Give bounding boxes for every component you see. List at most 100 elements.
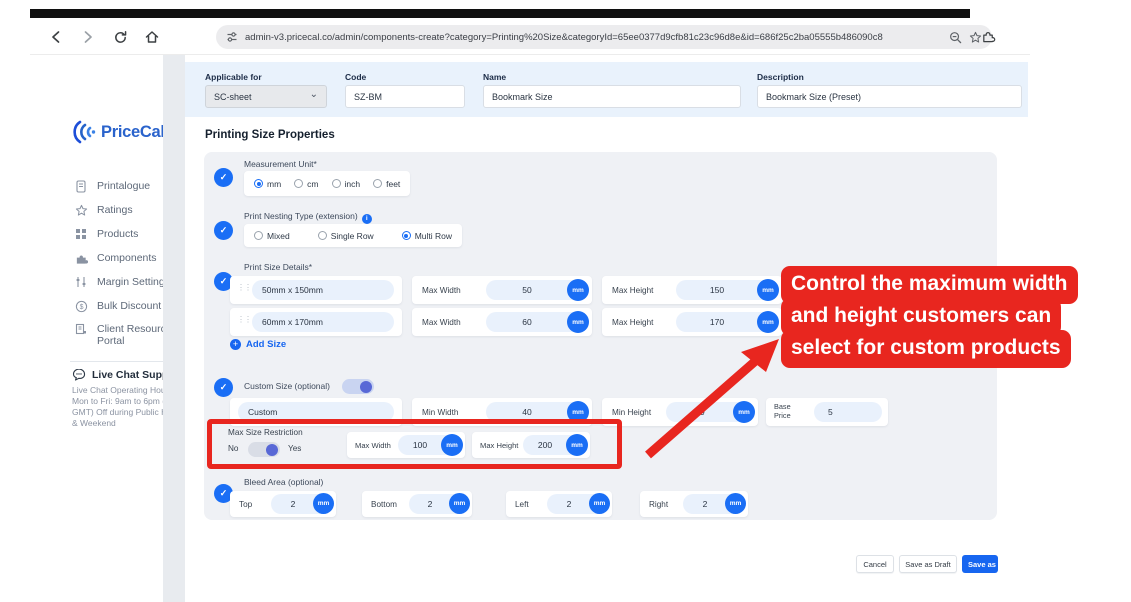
radio-single-row[interactable]: Single Row bbox=[317, 231, 374, 241]
base-price-card: Base Price 5 bbox=[766, 398, 888, 426]
max-width-label: Max Width bbox=[422, 318, 461, 327]
sidebar-item-label: Ratings bbox=[97, 204, 133, 216]
sidebar-item-bulk-discount[interactable]: $ Bulk Discount bbox=[74, 294, 188, 318]
name-label: Name bbox=[483, 72, 507, 82]
radio-feet[interactable]: feet bbox=[373, 179, 400, 189]
max-size-restriction-label: Max Size Restriction bbox=[228, 428, 303, 437]
max-width-input[interactable]: 60 bbox=[486, 312, 588, 332]
max-width-label: Max Width bbox=[355, 441, 391, 450]
grid-icon bbox=[74, 228, 88, 240]
restriction-max-width-card: Max Width 100 mm bbox=[347, 432, 465, 458]
radio-multi-row[interactable]: Multi Row bbox=[401, 231, 452, 241]
reload-button[interactable] bbox=[112, 29, 128, 45]
logo-text: PriceCal bbox=[101, 123, 165, 141]
live-chat-support: Live Chat Support Live Chat Operating Ho… bbox=[72, 369, 190, 429]
custom-name-input[interactable]: Custom bbox=[238, 402, 394, 422]
sidebar-item-printalogue[interactable]: Printalogue bbox=[74, 174, 188, 198]
unit-badge: mm bbox=[589, 493, 610, 514]
sidebar-item-client-resources[interactable]: Client Resources Portal bbox=[74, 318, 188, 349]
applicable-for-select[interactable]: SC-sheet ⌄ bbox=[205, 85, 327, 108]
nesting-type-group: Mixed Single Row Multi Row bbox=[244, 224, 462, 247]
min-width-input[interactable]: 40 bbox=[486, 402, 588, 422]
save-as-draft-button[interactable]: Save as Draft bbox=[899, 555, 957, 573]
live-chat-title-row[interactable]: Live Chat Support bbox=[72, 369, 190, 381]
extensions-button[interactable] bbox=[980, 28, 996, 44]
section-check-icon: ✓ bbox=[214, 221, 233, 240]
sidebar-divider bbox=[70, 361, 182, 362]
radio-dot-icon bbox=[331, 179, 341, 188]
live-chat-hours: Live Chat Operating Hours: Mon to Fri: 9… bbox=[72, 385, 190, 428]
url-bar[interactable]: admin-v3.pricecal.co/admin/components-cr… bbox=[216, 25, 992, 49]
min-width-card: Min Width 40 mm bbox=[412, 398, 592, 426]
pricecal-logo: PriceCal v3 bbox=[72, 119, 175, 145]
url-text: admin-v3.pricecal.co/admin/components-cr… bbox=[245, 31, 883, 43]
min-height-card: Min Height 89 mm bbox=[602, 398, 758, 426]
restriction-max-height-card: Max Height 200 mm bbox=[472, 432, 590, 458]
name-input[interactable]: Bookmark Size bbox=[483, 85, 741, 108]
drag-handle-icon[interactable]: ⋮⋮ bbox=[237, 315, 252, 324]
bleed-top-card: Top 2 mm bbox=[230, 491, 336, 517]
radio-dot-icon bbox=[254, 231, 263, 240]
max-height-label: Max Height bbox=[480, 441, 519, 450]
min-height-label: Min Height bbox=[612, 408, 652, 417]
radio-dot-icon bbox=[401, 231, 411, 240]
radio-dot-icon bbox=[254, 179, 263, 188]
description-label: Description bbox=[757, 72, 804, 82]
radio-cm[interactable]: cm bbox=[294, 179, 319, 189]
max-restriction-toggle[interactable] bbox=[248, 442, 280, 457]
drag-handle-icon[interactable]: ⋮⋮ bbox=[237, 283, 252, 292]
base-price-input[interactable]: 5 bbox=[814, 402, 882, 422]
scrollbar-gutter[interactable] bbox=[163, 55, 185, 602]
size-name-input[interactable]: 60mm x 170mm bbox=[252, 312, 394, 332]
measurement-unit-label: Measurement Unit* bbox=[244, 159, 317, 169]
size-name-card: ⋮⋮ 50mm x 150mm bbox=[230, 276, 402, 304]
size-name-card: ⋮⋮ 60mm x 170mm bbox=[230, 308, 402, 336]
bleed-top-label: Top bbox=[239, 500, 253, 509]
bleed-bottom-label: Bottom bbox=[371, 500, 397, 509]
description-input[interactable]: Bookmark Size (Preset) bbox=[757, 85, 1022, 108]
section-check-icon: ✓ bbox=[214, 378, 233, 397]
max-height-card: Max Height 170 mm bbox=[602, 308, 782, 336]
max-height-input[interactable]: 170 bbox=[676, 312, 778, 332]
max-height-label: Max Height bbox=[612, 286, 654, 295]
unit-badge: mm bbox=[757, 311, 779, 333]
max-width-input[interactable]: 50 bbox=[486, 280, 588, 300]
radio-mm[interactable]: mm bbox=[254, 179, 281, 189]
max-width-card: Max Width 50 mm bbox=[412, 276, 592, 304]
unit-badge: mm bbox=[567, 401, 589, 423]
chevron-down-icon: ⌄ bbox=[309, 89, 318, 100]
custom-size-toggle[interactable] bbox=[342, 379, 374, 394]
sidebar: PriceCal v3 Printalogue Ratings Products… bbox=[30, 55, 189, 602]
sidebar-item-components[interactable]: Components bbox=[74, 246, 188, 270]
sidebar-item-margin-setting[interactable]: Margin Setting bbox=[74, 270, 188, 294]
sidebar-item-products[interactable]: Products bbox=[74, 222, 188, 246]
max-height-input[interactable]: 150 bbox=[676, 280, 778, 300]
back-button[interactable] bbox=[48, 29, 64, 45]
annotation-line: and height customers can bbox=[781, 298, 1062, 336]
forward-button[interactable] bbox=[80, 29, 96, 45]
description-value: Bookmark Size (Preset) bbox=[766, 91, 862, 102]
zoom-out-icon[interactable] bbox=[949, 31, 962, 44]
add-size-button[interactable]: + Add Size bbox=[230, 339, 286, 350]
annotation-line: select for custom products bbox=[781, 330, 1071, 368]
home-button[interactable] bbox=[144, 29, 160, 45]
radio-inch[interactable]: inch bbox=[331, 179, 360, 189]
code-input[interactable]: SZ-BM bbox=[345, 85, 465, 108]
radio-mixed[interactable]: Mixed bbox=[254, 231, 290, 241]
cancel-button[interactable]: Cancel bbox=[856, 555, 894, 573]
name-value: Bookmark Size bbox=[492, 91, 553, 102]
save-as-active-button[interactable]: Save as A bbox=[962, 555, 998, 573]
bleed-area-label: Bleed Area (optional) bbox=[244, 477, 324, 487]
size-name-input[interactable]: 50mm x 150mm bbox=[252, 280, 394, 300]
sidebar-item-ratings[interactable]: Ratings bbox=[74, 198, 188, 222]
info-icon[interactable]: i bbox=[361, 213, 372, 224]
window-top-strip bbox=[30, 9, 970, 18]
annotation-callout: Control the maximum width and height cus… bbox=[781, 266, 1078, 368]
bookmark-star-icon[interactable] bbox=[969, 31, 982, 44]
min-width-label: Min Width bbox=[422, 408, 459, 417]
puzzle-icon bbox=[74, 252, 88, 265]
custom-name-card: Custom bbox=[230, 398, 402, 426]
live-chat-title: Live Chat Support bbox=[92, 369, 183, 381]
svg-text:$: $ bbox=[79, 303, 83, 310]
unit-badge: mm bbox=[757, 279, 779, 301]
